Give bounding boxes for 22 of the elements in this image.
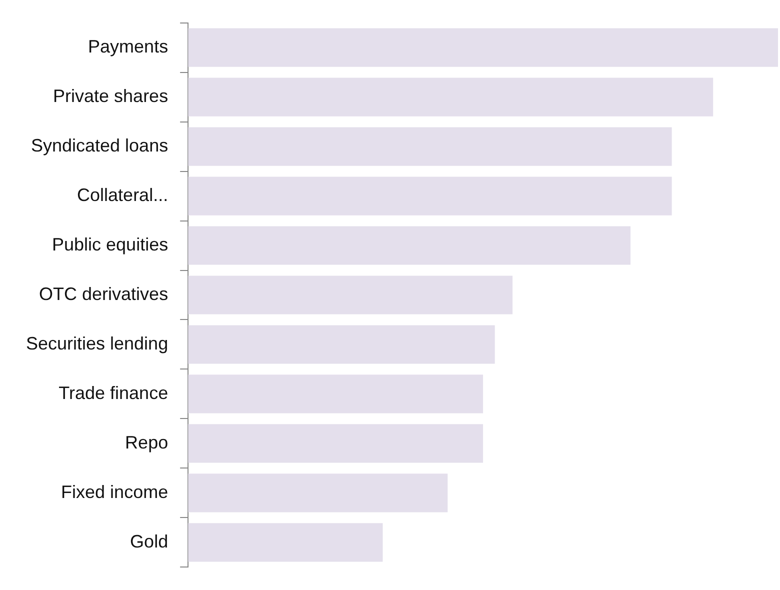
bar — [188, 276, 513, 314]
bar — [188, 127, 672, 166]
bar — [188, 226, 631, 265]
y-tick-label: Gold — [130, 531, 168, 552]
y-tick-label: Payments — [88, 36, 168, 57]
bar — [188, 325, 495, 364]
y-tick-label: Syndicated loans — [30, 135, 168, 156]
y-tick-label: Public equities — [52, 234, 168, 254]
y-tick-label: Private shares — [53, 86, 168, 106]
y-tick-label: Securities lending — [26, 333, 168, 354]
bar — [188, 28, 778, 67]
y-tick-label: Fixed income — [61, 482, 168, 502]
bar — [188, 424, 484, 463]
y-tick-label: Trade finance — [58, 382, 168, 403]
y-tick-label: Repo — [125, 432, 168, 452]
bar — [188, 176, 672, 216]
bar — [188, 374, 484, 414]
y-tick-label: OTC derivatives — [39, 284, 168, 304]
y-tick-label: Collateral... — [77, 184, 168, 205]
bar — [188, 474, 448, 512]
bar — [188, 78, 714, 116]
bar — [188, 523, 383, 562]
